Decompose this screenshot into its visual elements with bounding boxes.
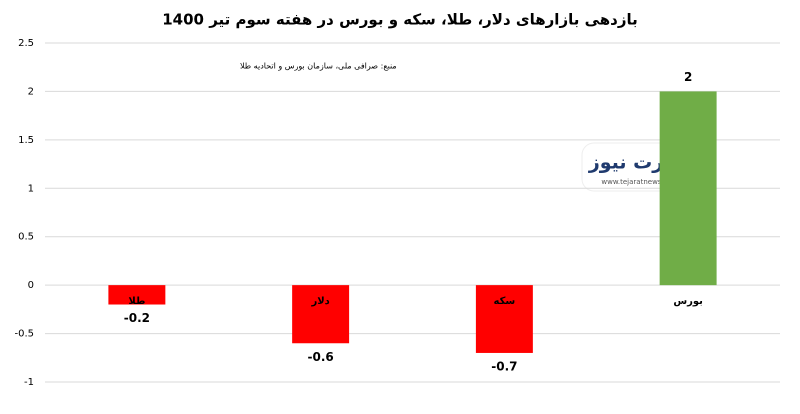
value-label: -0.6 bbox=[308, 350, 334, 364]
bar bbox=[659, 91, 717, 286]
category-label: سکه bbox=[494, 296, 516, 307]
value-label: -0.2 bbox=[124, 311, 150, 325]
category-label: دلار bbox=[310, 296, 329, 307]
category-label: بورس bbox=[673, 296, 703, 307]
bar bbox=[475, 285, 533, 353]
y-tick-label: 0.5 bbox=[18, 232, 34, 243]
y-tick-label: 1 bbox=[28, 183, 34, 194]
bar bbox=[108, 285, 166, 305]
watermark-url: www.tejaratnews.com bbox=[601, 178, 678, 186]
y-tick-label: 1.5 bbox=[18, 135, 34, 146]
y-tick-label: 2 bbox=[28, 86, 34, 97]
y-tick-label: 0 bbox=[28, 280, 34, 291]
category-label: طلا bbox=[128, 296, 145, 307]
bar bbox=[292, 285, 350, 344]
y-tick-label: -0.5 bbox=[14, 329, 34, 340]
chart-title: بازدهی بازارهای دلار، طلا، سکه و بورس در… bbox=[162, 11, 638, 29]
value-label: -0.7 bbox=[491, 359, 517, 373]
value-label: 2 bbox=[684, 70, 692, 84]
y-tick-label: -1 bbox=[24, 377, 34, 388]
y-tick-label: 2.5 bbox=[18, 38, 34, 49]
source-note: منبع: صرافی ملی، سازمان بورس و اتحادیه ط… bbox=[240, 62, 397, 71]
